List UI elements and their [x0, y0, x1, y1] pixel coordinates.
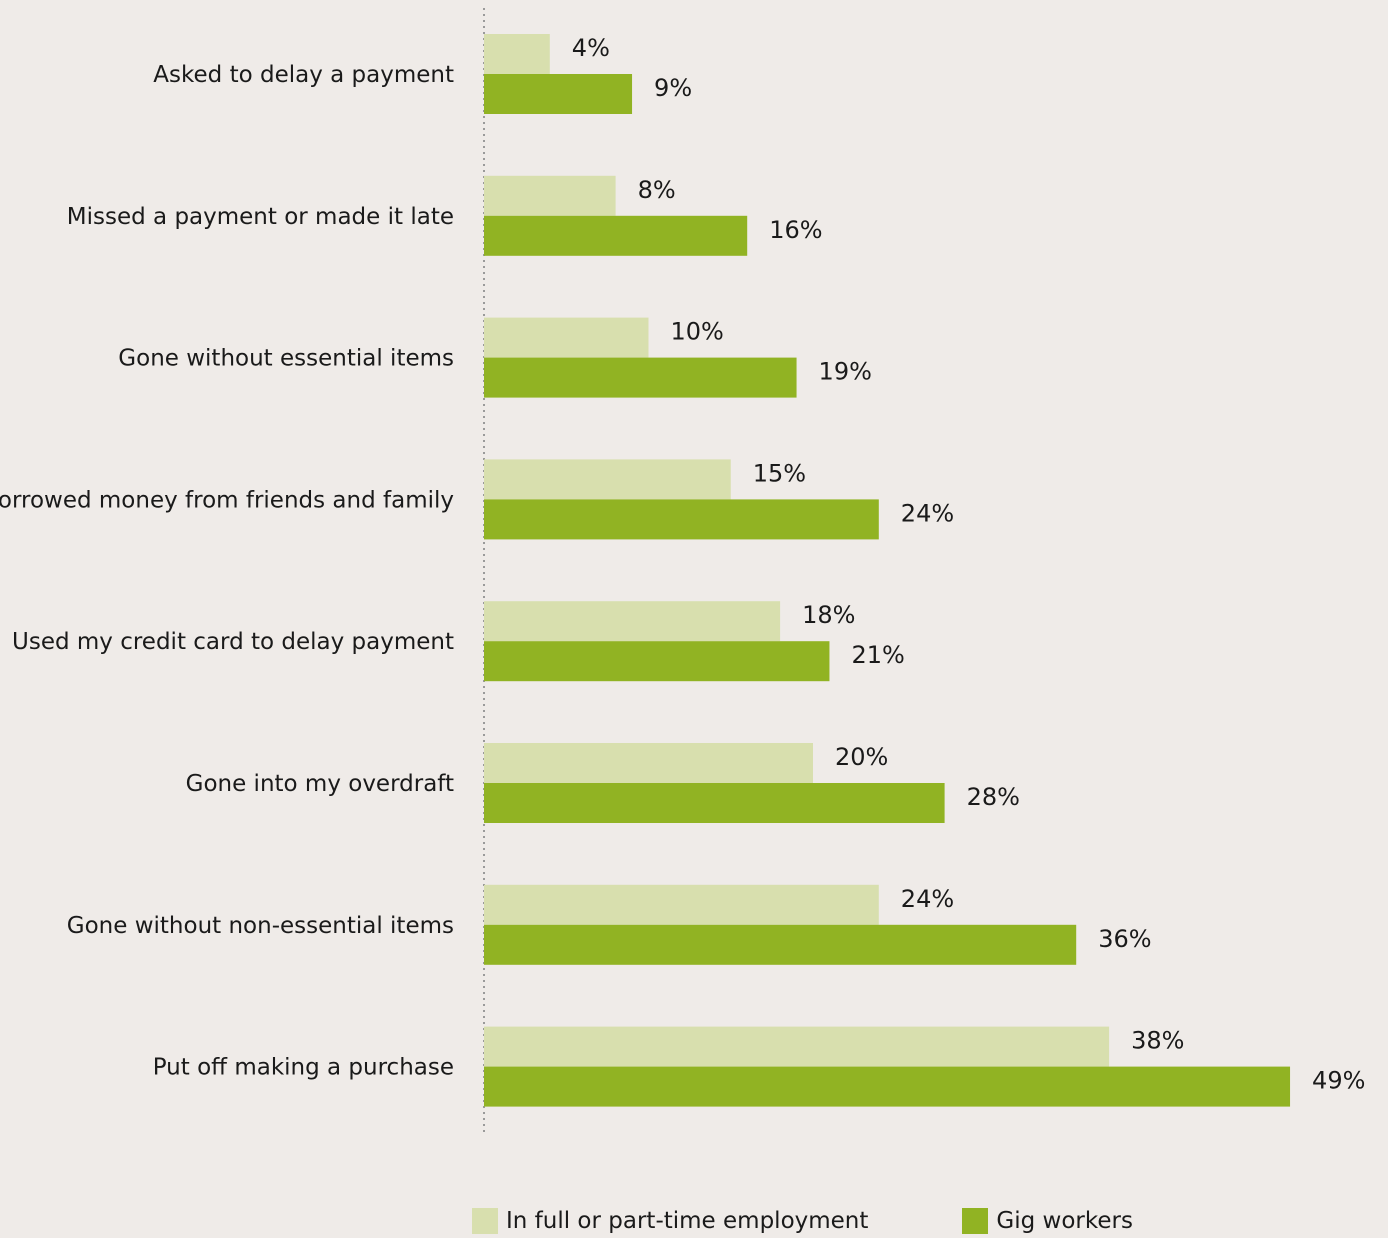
bar-employment-borrowed-money-from-friends-and-family — [484, 459, 731, 500]
bar-gig-borrowed-money-from-friends-and-family — [484, 499, 879, 540]
value-label-employment-used-my-credit-card-to-delay-payment: 18% — [802, 601, 855, 629]
value-label-employment-gone-without-essential-items: 10% — [671, 318, 724, 346]
bar-employment-asked-to-delay-a-payment — [484, 34, 550, 74]
value-label-employment-borrowed-money-from-friends-and-family: 15% — [753, 459, 806, 487]
bar-gig-missed-a-payment-or-made-it-late — [484, 215, 748, 256]
value-label-employment-gone-into-my-overdraft: 20% — [835, 743, 888, 771]
bar-gig-gone-without-essential-items — [484, 357, 797, 398]
value-label-employment-asked-to-delay-a-payment: 4% — [572, 34, 610, 62]
category-label-used-my-credit-card-to-delay-payment: Used my credit card to delay payment — [12, 629, 454, 655]
bar-employment-gone-without-essential-items — [484, 317, 649, 358]
bar-employment-gone-without-non-essential-items — [484, 884, 879, 925]
bar-employment-missed-a-payment-or-made-it-late — [484, 175, 616, 216]
value-label-employment-missed-a-payment-or-made-it-late: 8% — [638, 176, 676, 204]
value-label-employment-put-off-making-a-purchase: 38% — [1131, 1027, 1184, 1055]
bar-gig-gone-without-non-essential-items — [484, 924, 1077, 965]
value-label-gig-gone-into-my-overdraft: 28% — [967, 783, 1020, 811]
legend: In full or part-time employment Gig work… — [472, 1208, 1133, 1234]
value-label-gig-gone-without-essential-items: 19% — [819, 358, 872, 386]
category-label-asked-to-delay-a-payment: Asked to delay a payment — [153, 62, 454, 88]
legend-label-employment: In full or part-time employment — [506, 1208, 869, 1234]
bar-employment-used-my-credit-card-to-delay-payment — [484, 601, 781, 642]
value-label-gig-missed-a-payment-or-made-it-late: 16% — [769, 216, 822, 244]
value-label-gig-borrowed-money-from-friends-and-family: 24% — [901, 499, 954, 527]
category-label-missed-a-payment-or-made-it-late: Missed a payment or made it late — [67, 204, 454, 230]
bar-gig-used-my-credit-card-to-delay-payment — [484, 641, 830, 682]
value-label-gig-gone-without-non-essential-items: 36% — [1098, 925, 1151, 953]
legend-swatch-employment — [472, 1208, 498, 1234]
category-label-gone-without-non-essential-items: Gone without non-essential items — [67, 913, 454, 939]
bar-chart: Asked to delay a payment 4% 9% Missed a pay… — [0, 8, 1365, 1136]
value-label-employment-gone-without-non-essential-items: 24% — [901, 885, 954, 913]
bar-employment-put-off-making-a-purchase — [484, 1026, 1110, 1067]
bars-group: Asked to delay a payment 4% 9% Missed a pay… — [0, 34, 1365, 1107]
legend-item-employment: In full or part-time employment — [472, 1208, 868, 1234]
value-label-gig-asked-to-delay-a-payment: 9% — [654, 74, 692, 102]
bar-gig-asked-to-delay-a-payment — [484, 74, 633, 114]
bar-gig-put-off-making-a-purchase — [484, 1066, 1291, 1107]
legend-swatch-gig — [962, 1208, 989, 1234]
value-label-gig-put-off-making-a-purchase: 49% — [1312, 1067, 1365, 1095]
value-label-gig-used-my-credit-card-to-delay-payment: 21% — [851, 641, 904, 669]
category-label-gone-without-essential-items: Gone without essential items — [118, 346, 454, 372]
bar-gig-gone-into-my-overdraft — [484, 783, 945, 823]
category-label-borrowed-money-from-friends-and-family: Borrowed money from friends and family — [0, 487, 454, 513]
bar-employment-gone-into-my-overdraft — [484, 743, 813, 783]
legend-item-gig: Gig workers — [962, 1208, 1133, 1234]
category-label-put-off-making-a-purchase: Put off making a purchase — [153, 1055, 454, 1081]
legend-label-gig: Gig workers — [996, 1208, 1133, 1234]
category-label-gone-into-my-overdraft: Gone into my overdraft — [186, 771, 454, 797]
